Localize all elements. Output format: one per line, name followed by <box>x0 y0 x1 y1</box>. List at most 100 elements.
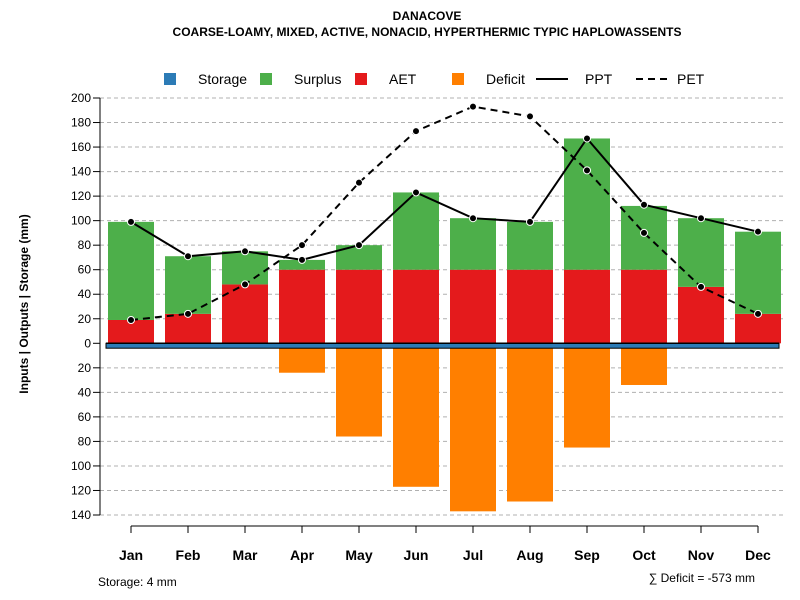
y-axis: 2001801601401201008060402002040608010012… <box>71 91 101 522</box>
storage-note: Storage: 4 mm <box>98 575 177 589</box>
legend-label: PET <box>677 71 705 87</box>
pet-point <box>355 178 363 187</box>
y-tick-label: 80 <box>78 434 92 448</box>
legend-swatch <box>260 73 272 85</box>
y-tick-label: 20 <box>78 361 92 375</box>
pet-point <box>697 282 705 291</box>
x-tick-label: Dec <box>745 547 771 563</box>
ppt-point <box>298 255 306 264</box>
legend-swatch <box>355 73 367 85</box>
aet-bar <box>108 319 154 344</box>
surplus-bar <box>735 231 781 314</box>
surplus-bar <box>678 218 724 287</box>
y-tick-label: 40 <box>78 287 92 301</box>
y-tick-label: 120 <box>71 189 91 203</box>
ppt-point <box>754 227 762 236</box>
aet-bar <box>222 284 268 344</box>
x-tick-label: Aug <box>516 547 543 563</box>
x-tick-label: Jul <box>463 547 483 563</box>
x-tick-label: Nov <box>688 547 715 563</box>
x-tick-label: Mar <box>233 547 258 563</box>
surplus-bar <box>222 251 268 285</box>
surplus-bar <box>279 259 325 270</box>
aet-bar <box>393 269 439 344</box>
y-tick-label: 100 <box>71 214 91 228</box>
surplus-bar <box>450 218 496 270</box>
pet-point <box>583 166 591 175</box>
aet-bar <box>735 313 781 344</box>
pet-point <box>526 112 534 121</box>
y-axis-label: Inputs | Outputs | Storage (mm) <box>17 214 31 393</box>
x-tick-label: May <box>345 547 372 563</box>
aet-bar <box>279 269 325 344</box>
legend-label: Surplus <box>294 71 341 87</box>
y-tick-label: 20 <box>78 312 92 326</box>
ppt-point <box>526 217 534 226</box>
x-tick-label: Apr <box>290 547 315 563</box>
ppt-line <box>130 136 759 261</box>
aet-bar <box>507 269 553 344</box>
aet-bar <box>621 269 667 344</box>
deficit-bar <box>507 343 553 502</box>
surplus-bar <box>507 221 553 270</box>
aet-bar <box>564 269 610 344</box>
deficit-note: ∑ Deficit = -573 mm <box>649 571 755 585</box>
deficit-bar <box>621 343 667 385</box>
aet-bar <box>450 269 496 344</box>
pet-point <box>241 280 249 289</box>
y-tick-label: 160 <box>71 140 91 154</box>
y-tick-label: 80 <box>78 238 92 252</box>
surplus-bar <box>621 205 667 270</box>
y-tick-label: 180 <box>71 116 91 130</box>
ppt-point <box>583 134 591 143</box>
x-tick-label: Jun <box>404 547 429 563</box>
bars <box>105 138 781 512</box>
lines <box>127 102 762 324</box>
deficit-bar <box>450 343 496 512</box>
y-tick-label: 60 <box>78 410 92 424</box>
x-tick-label: Feb <box>176 547 201 563</box>
ppt-point <box>241 247 249 256</box>
pet-point <box>412 127 420 136</box>
surplus-bar <box>393 192 439 270</box>
y-tick-label: 120 <box>71 483 91 497</box>
deficit-bar <box>336 343 382 437</box>
ppt-point <box>697 214 705 223</box>
pet-point <box>469 102 477 111</box>
legend-swatch <box>452 73 464 85</box>
legend-swatch <box>164 73 176 85</box>
x-tick-label: Sep <box>574 547 600 563</box>
ppt-point <box>412 188 420 197</box>
pet-point <box>184 309 192 318</box>
ppt-point <box>640 200 648 209</box>
y-tick-label: 40 <box>78 385 92 399</box>
legend-label: Storage <box>198 71 247 87</box>
chart-title: DANACOVE <box>393 9 462 23</box>
legend-label: AET <box>389 71 417 87</box>
pet-point <box>754 309 762 318</box>
deficit-bar <box>564 343 610 448</box>
x-tick-label: Oct <box>632 547 656 563</box>
ppt-point <box>469 214 477 223</box>
pet-point <box>640 228 648 237</box>
y-tick-label: 60 <box>78 263 92 277</box>
y-tick-label: 140 <box>71 508 91 522</box>
gridlines <box>100 97 785 516</box>
y-tick-label: 140 <box>71 165 91 179</box>
aet-bar <box>336 269 382 344</box>
pet-point <box>298 241 306 250</box>
y-tick-label: 0 <box>84 336 91 350</box>
y-tick-label: 200 <box>71 91 91 105</box>
aet-bar <box>165 313 211 344</box>
aet-bar <box>678 286 724 344</box>
legend-label: Deficit <box>486 71 525 87</box>
ppt-point <box>127 217 135 226</box>
chart-subtitle: COARSE-LOAMY, MIXED, ACTIVE, NONACID, HY… <box>173 25 682 39</box>
legend: Storage Surplus AET Deficit PPT PET <box>164 71 705 87</box>
pet-line <box>130 105 759 321</box>
x-axis: Jan Feb Mar Apr May Jun Jul Aug Sep Oct Nov Dec <box>119 525 771 563</box>
pet-point <box>127 315 135 324</box>
y-tick-label: 100 <box>71 459 91 473</box>
ppt-point <box>184 252 192 261</box>
